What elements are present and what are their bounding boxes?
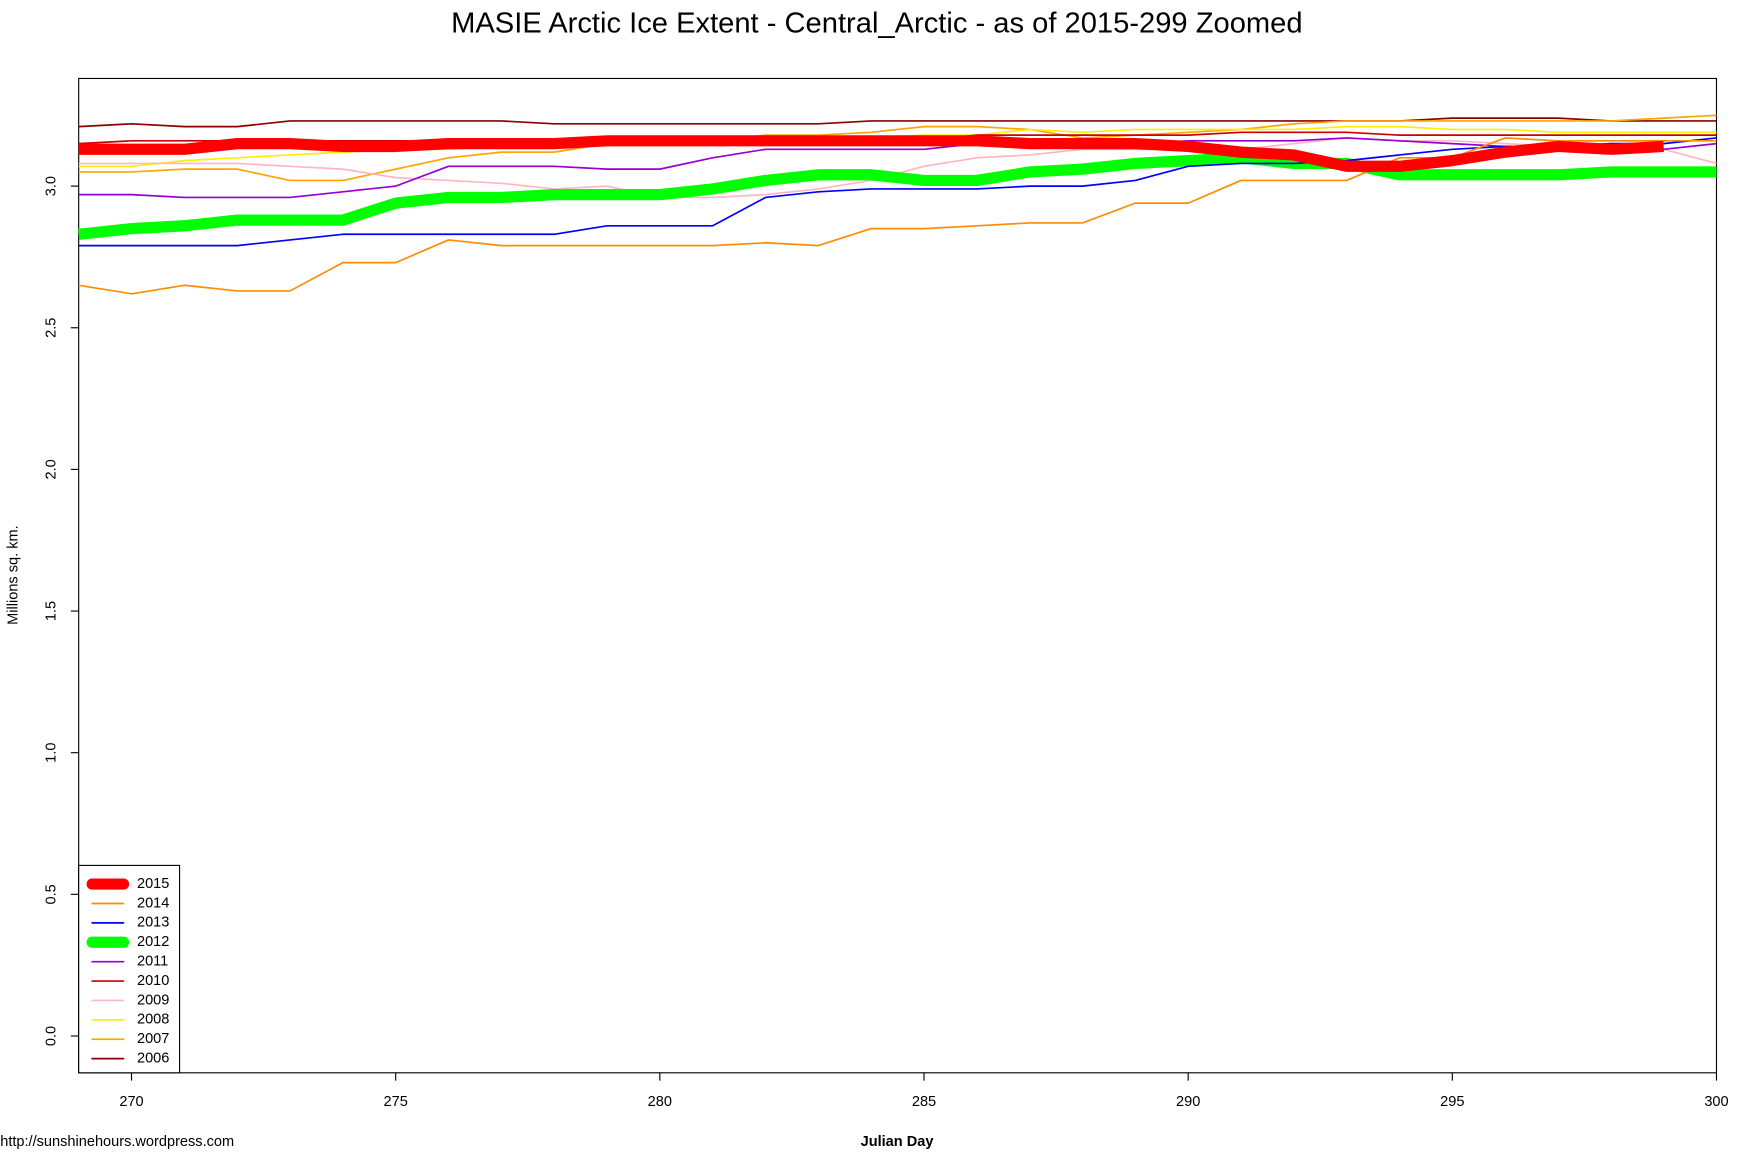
x-tick-label: 285 <box>912 1094 936 1110</box>
y-tick-label: 3.0 <box>44 176 60 196</box>
y-tick-label: 0.5 <box>44 884 60 904</box>
legend-label: 2015 <box>137 876 169 892</box>
x-tick-label: 270 <box>119 1094 143 1110</box>
legend-label: 2006 <box>137 1050 169 1066</box>
series-line <box>78 137 1717 247</box>
legend-label: 2011 <box>137 953 168 969</box>
plot-frame <box>78 77 1718 1074</box>
x-tick-label: 300 <box>1704 1094 1728 1110</box>
y-tick-label: 2.0 <box>44 459 60 479</box>
series-line <box>78 117 1717 128</box>
y-axis-label: Millions sq. km. <box>6 525 22 625</box>
source: http://sunshinehours.wordpress.com <box>0 1134 234 1150</box>
legend-box <box>78 864 181 1074</box>
y-tick-label: 2.5 <box>44 318 60 338</box>
series-line <box>78 114 1717 182</box>
legend-label: 2009 <box>137 992 169 1008</box>
x-tick-label: 295 <box>1440 1094 1464 1110</box>
x-axis-label: Julian Day <box>861 1134 935 1150</box>
y-tick-label: 0.0 <box>44 1026 60 1046</box>
legend-label: 2014 <box>137 895 169 911</box>
x-tick-label: 280 <box>648 1094 672 1110</box>
legend-label: 2008 <box>137 1012 169 1028</box>
series-line <box>78 137 1717 199</box>
legend-label: 2010 <box>137 973 169 989</box>
y-tick-label: 1.0 <box>44 743 60 763</box>
legend-label: 2013 <box>137 915 169 931</box>
series-line <box>78 135 1664 172</box>
y-tick-label: 1.5 <box>44 601 60 621</box>
x-tick-label: 275 <box>384 1094 408 1110</box>
legend-label: 2007 <box>137 1031 169 1047</box>
series-line <box>78 152 1717 240</box>
chart-title: MASIE Arctic Ice Extent - Central_Arctic… <box>451 7 1302 39</box>
x-tick-label: 290 <box>1176 1094 1200 1110</box>
legend-label: 2012 <box>137 934 169 950</box>
